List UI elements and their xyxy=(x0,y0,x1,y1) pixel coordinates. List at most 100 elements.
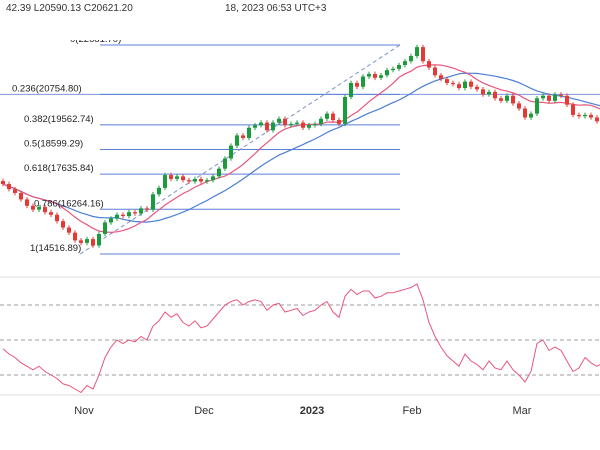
candle-body xyxy=(97,233,101,246)
candle xyxy=(139,206,143,216)
candle-body xyxy=(55,214,59,222)
candle-body xyxy=(79,240,83,243)
candle-body xyxy=(187,180,191,182)
candle-body xyxy=(37,207,41,210)
candle xyxy=(403,58,407,68)
candle-body xyxy=(505,95,509,101)
candle xyxy=(181,174,185,183)
fib-level-label: 0.236(20754.80) xyxy=(12,83,82,94)
candle xyxy=(217,166,221,179)
candle xyxy=(55,212,59,224)
candle-body xyxy=(325,113,329,119)
candle-body xyxy=(415,47,419,57)
candle-body xyxy=(289,123,293,126)
candle-body xyxy=(439,75,443,80)
candle-body xyxy=(589,114,593,118)
candle xyxy=(595,115,599,124)
candle xyxy=(283,116,287,128)
header-date-text: 18, 2023 06:53 UTC+3 xyxy=(225,3,327,14)
candle-body xyxy=(373,73,377,78)
candle-body xyxy=(115,214,119,219)
x-axis-labels: Nov Dec 2023 Feb Mar xyxy=(74,405,532,417)
candle-body xyxy=(403,61,407,66)
candle-body xyxy=(133,212,137,214)
candle-body xyxy=(481,89,485,95)
candle xyxy=(49,209,53,218)
candle xyxy=(325,111,329,122)
candle-body xyxy=(73,232,77,241)
candle xyxy=(277,116,281,125)
candle xyxy=(43,204,47,215)
candle-body xyxy=(331,113,335,121)
candle-body xyxy=(301,122,305,128)
candle-body xyxy=(517,103,521,109)
candle-body xyxy=(283,118,287,126)
candle-body xyxy=(337,120,341,124)
candle xyxy=(493,89,497,101)
candle-body xyxy=(463,81,467,89)
candle xyxy=(505,93,509,104)
candle xyxy=(415,44,419,59)
candle-body xyxy=(493,91,497,99)
candle xyxy=(301,120,305,131)
candle xyxy=(163,172,167,191)
candle-body xyxy=(559,94,563,96)
candle-body xyxy=(13,189,17,193)
fib-level-label: 0.382(19562.74) xyxy=(24,114,94,125)
candle-body xyxy=(379,75,383,78)
candle xyxy=(241,133,245,141)
candle xyxy=(193,176,197,184)
candle-body xyxy=(121,214,125,217)
candle-body xyxy=(295,122,299,124)
candlesticks xyxy=(1,44,599,248)
candle-body xyxy=(535,98,539,114)
candle xyxy=(427,58,431,70)
candle xyxy=(445,76,449,86)
candle xyxy=(67,225,71,235)
x-axis-tick-label: Nov xyxy=(74,405,94,417)
candle xyxy=(133,209,137,216)
candle xyxy=(319,116,323,127)
candle xyxy=(313,121,317,128)
candle-body xyxy=(469,81,473,87)
candle xyxy=(115,212,119,221)
candle xyxy=(451,80,455,87)
candle-body xyxy=(421,47,425,62)
candle-body xyxy=(235,135,239,146)
header-ohlc-text: 42.39 L20590.13 C20621.20 xyxy=(6,3,133,14)
candle xyxy=(481,87,485,97)
candle-body xyxy=(307,125,311,128)
candle-body xyxy=(217,168,221,177)
candle-body xyxy=(361,76,365,87)
candle-body xyxy=(19,192,23,200)
candle xyxy=(169,172,173,182)
candle xyxy=(151,191,155,212)
candle-body xyxy=(409,56,413,62)
candle xyxy=(535,95,539,116)
candle xyxy=(355,80,359,90)
candle-body xyxy=(85,239,89,243)
candle-body xyxy=(241,135,245,138)
candle xyxy=(295,120,299,127)
x-axis-tick-label: Feb xyxy=(403,405,422,417)
candle-body xyxy=(577,114,581,117)
candle-body xyxy=(433,67,437,76)
candle-body xyxy=(553,94,557,101)
candle-body xyxy=(7,184,11,190)
candle-body xyxy=(259,122,263,126)
candle xyxy=(85,236,89,246)
candle xyxy=(541,93,545,101)
candle xyxy=(397,62,401,72)
fib-level-label: 0.5(18599.29) xyxy=(24,139,83,150)
rsi-levels xyxy=(0,304,600,376)
candle-body xyxy=(427,61,431,68)
candle xyxy=(331,111,335,123)
candle xyxy=(421,44,425,64)
candle xyxy=(559,92,563,99)
candle xyxy=(433,65,437,78)
candle-body xyxy=(583,114,587,117)
fibonacci-trend-line xyxy=(79,44,401,255)
candle xyxy=(499,95,503,104)
fib-level-label: 0.618(17635.84) xyxy=(24,163,94,174)
